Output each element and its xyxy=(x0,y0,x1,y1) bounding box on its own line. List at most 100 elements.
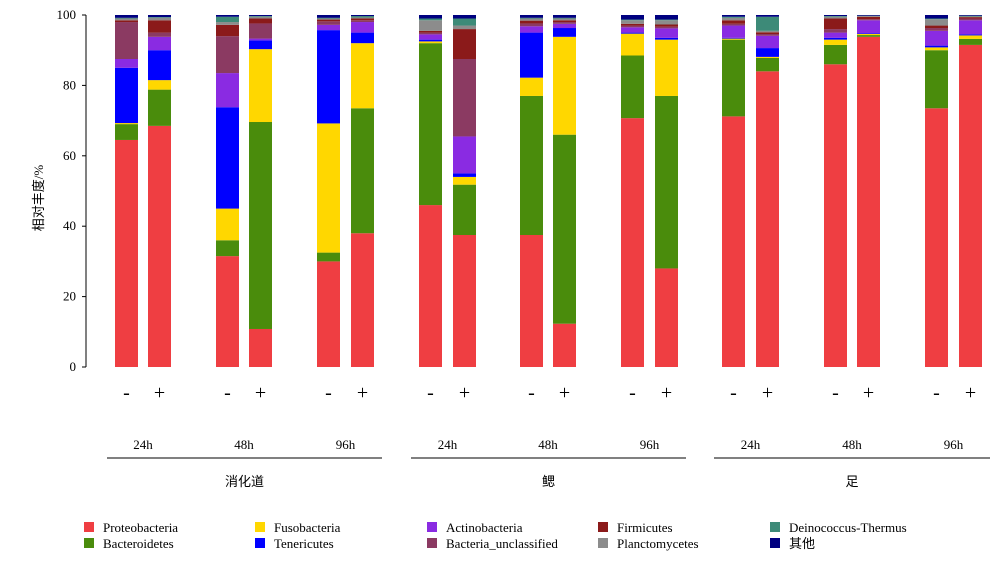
bar-segment-4 xyxy=(148,50,171,81)
bar-segment-8 xyxy=(115,18,138,21)
bar-segment-6 xyxy=(520,23,543,27)
bar-segment-8 xyxy=(317,18,340,20)
time-label: 96h xyxy=(336,437,356,452)
bar-segment-7 xyxy=(857,16,880,20)
bar-segment-2 xyxy=(216,240,239,257)
bar-segment-6 xyxy=(621,25,644,28)
bar-segment-6 xyxy=(925,28,948,31)
bar-segment-2 xyxy=(419,43,442,206)
bar-segment-7 xyxy=(115,20,138,23)
bar-segment-9 xyxy=(351,16,374,18)
time-label: 48h xyxy=(842,437,862,452)
bar-segment-2 xyxy=(621,55,644,119)
bar-segment-6 xyxy=(722,23,745,26)
bar-segment-10 xyxy=(824,15,847,17)
bar-segment-2 xyxy=(959,38,982,45)
bar-segment-9 xyxy=(115,17,138,19)
bar-segment-10 xyxy=(959,15,982,16)
bar-segment-6 xyxy=(216,36,239,74)
bar-segment-5 xyxy=(453,136,476,174)
legend-swatch xyxy=(598,538,608,548)
bar-segment-8 xyxy=(621,20,644,24)
bar-segment-7 xyxy=(351,18,374,21)
bar-segment-3 xyxy=(621,33,644,56)
bar-segment-7 xyxy=(520,20,543,24)
bar-segment-8 xyxy=(824,16,847,19)
bar-segment-8 xyxy=(756,30,779,33)
bar-segment-5 xyxy=(959,20,982,35)
treatment-label: + xyxy=(559,382,570,404)
y-axis-label: 相对丰度/% xyxy=(31,165,46,232)
bar-segment-2 xyxy=(520,95,543,236)
bar-group xyxy=(351,15,374,367)
bar-segment-3 xyxy=(655,39,678,96)
bar-segment-10 xyxy=(317,15,340,18)
bar-group xyxy=(317,15,340,367)
bar-segment-10 xyxy=(216,15,239,17)
bar-segment-3 xyxy=(351,43,374,109)
bar-segment-3 xyxy=(959,35,982,39)
bar-segment-10 xyxy=(553,15,576,18)
bar-segment-5 xyxy=(115,59,138,68)
bar-group xyxy=(824,15,847,367)
treatment-label: + xyxy=(459,382,470,404)
bar-segment-1 xyxy=(655,268,678,367)
bar-segment-4 xyxy=(520,32,543,78)
bar-segment-9 xyxy=(216,16,239,23)
bar-segment-8 xyxy=(148,17,171,21)
bar-segment-4 xyxy=(216,107,239,209)
legend-label: Planctomycetes xyxy=(617,536,699,551)
bar-group xyxy=(453,15,476,367)
bar-segment-3 xyxy=(824,39,847,45)
bar-segment-5 xyxy=(621,27,644,33)
legend-label: Deinococcus-Thermus xyxy=(789,520,907,535)
legend-swatch xyxy=(427,522,437,532)
bar-segment-2 xyxy=(317,252,340,262)
treatment-label: - xyxy=(427,382,434,404)
bar-segment-8 xyxy=(925,19,948,26)
bar-segment-6 xyxy=(959,18,982,21)
treatment-label: - xyxy=(123,382,130,404)
bar-segment-7 xyxy=(824,18,847,30)
bar-segment-10 xyxy=(857,15,880,16)
bar-segment-10 xyxy=(722,15,745,17)
legend-swatch xyxy=(255,538,265,548)
bar-segment-6 xyxy=(553,22,576,24)
bar-segment-1 xyxy=(722,116,745,367)
y-tick-label: 40 xyxy=(63,218,76,233)
bar-segment-9 xyxy=(925,18,948,20)
legend-label: Bacteria_unclassified xyxy=(446,536,558,551)
bar-segment-10 xyxy=(148,15,171,18)
bar-segment-1 xyxy=(520,235,543,367)
bar-segment-4 xyxy=(722,37,745,39)
bar-segment-3 xyxy=(249,49,272,123)
bar-segment-7 xyxy=(216,24,239,37)
bar-segment-6 xyxy=(857,19,880,21)
bar-segment-2 xyxy=(857,35,880,37)
bar-segment-2 xyxy=(351,108,374,234)
treatment-label: + xyxy=(154,382,165,404)
bar-segment-8 xyxy=(722,17,745,21)
bar-segment-5 xyxy=(148,36,171,51)
bar-segment-4 xyxy=(857,33,880,35)
bar-segment-9 xyxy=(553,17,576,19)
bar-segment-6 xyxy=(249,23,272,39)
bar-segment-6 xyxy=(824,29,847,33)
bar-segment-9 xyxy=(959,15,982,17)
bar-segment-7 xyxy=(419,30,442,33)
legend-label: Bacteroidetes xyxy=(103,536,174,551)
legend-swatch xyxy=(427,538,437,548)
y-tick-label: 20 xyxy=(63,289,76,304)
time-label: 96h xyxy=(944,437,964,452)
bar-segment-2 xyxy=(722,39,745,117)
bar-segment-7 xyxy=(249,18,272,24)
bar-group xyxy=(115,15,138,367)
legend-item-4: Tenericutes xyxy=(255,536,334,551)
bar-segment-9 xyxy=(520,17,543,19)
bar-segment-4 xyxy=(317,30,340,124)
bar-segment-5 xyxy=(925,30,948,46)
bar-segment-3 xyxy=(453,176,476,185)
treatment-label: + xyxy=(762,382,773,404)
legend-label: Proteobacteria xyxy=(103,520,178,535)
bar-group xyxy=(857,15,880,367)
